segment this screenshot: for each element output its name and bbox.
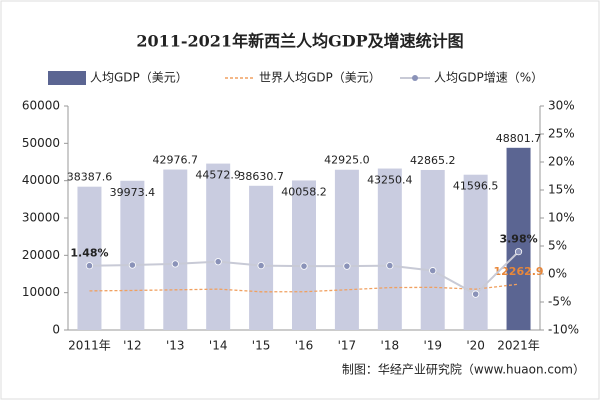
legend-label: 人均GDP（美元） xyxy=(90,71,188,85)
growth-marker xyxy=(257,261,265,270)
growth-marker xyxy=(300,262,308,270)
y-tick-label: 50000 xyxy=(22,136,60,150)
y2-tick-label: -5% xyxy=(548,295,571,309)
y2-tick-label: 10% xyxy=(548,211,575,225)
y2-tick-label: 30% xyxy=(548,99,575,113)
bar xyxy=(163,169,188,330)
x-tick-label: '18 xyxy=(381,339,400,353)
bar xyxy=(77,186,102,330)
y2-tick-label: 5% xyxy=(548,239,567,253)
bar xyxy=(292,180,316,330)
y2-tick-label: 25% xyxy=(548,127,575,141)
y2-tick-label: 15% xyxy=(548,183,575,197)
x-tick-label: '12 xyxy=(123,339,142,353)
x-tick-label: '19 xyxy=(423,339,442,353)
growth-marker xyxy=(171,260,179,268)
x-tick-label: '14 xyxy=(209,339,228,353)
y-tick-label: 20000 xyxy=(22,248,60,262)
bar xyxy=(334,169,359,330)
growth-marker xyxy=(472,290,480,298)
legend-swatch xyxy=(412,75,418,81)
y-tick-label: 40000 xyxy=(22,173,60,187)
y-tick-label: 30000 xyxy=(22,211,60,225)
legend-label: 世界人均GDP（美元） xyxy=(259,71,381,85)
x-tick-label: '16 xyxy=(295,339,314,353)
x-tick-label: 2021年 xyxy=(497,339,540,353)
data-label: 48801.7 xyxy=(496,132,542,145)
y2-tick-label: 0% xyxy=(548,267,567,281)
y-tick-label: 0 xyxy=(52,323,60,337)
data-label: 41596.5 xyxy=(453,180,499,193)
bar xyxy=(206,163,231,330)
growth-marker xyxy=(514,248,523,256)
source: 制图：华经产业研究院（www.huaon.com） xyxy=(342,362,585,377)
y2-tick-label: -10% xyxy=(548,323,579,337)
chart-title: 2011-2021年新西兰人均GDP及增速统计图 xyxy=(136,32,463,51)
bar xyxy=(420,169,445,330)
growth-marker xyxy=(214,258,222,266)
world-line xyxy=(89,283,519,293)
data-label: 38630.7 xyxy=(238,170,284,183)
growth-marker xyxy=(343,262,351,270)
legend-swatch xyxy=(48,71,86,85)
data-label: 42976.7 xyxy=(153,154,199,167)
data-label: 12262.9 xyxy=(493,265,543,278)
growth-marker xyxy=(386,261,394,270)
data-label: 42925.0 xyxy=(324,154,370,167)
growth-marker xyxy=(429,267,437,275)
growth-marker xyxy=(85,262,94,270)
bar xyxy=(249,185,274,330)
bar xyxy=(463,174,488,330)
data-label: 39973.4 xyxy=(110,186,156,199)
y-tick-label: 10000 xyxy=(22,285,60,299)
x-tick-label: '15 xyxy=(252,339,271,353)
x-tick-label: '17 xyxy=(338,339,357,353)
bar xyxy=(377,168,402,330)
data-label: 38387.6 xyxy=(67,171,113,184)
growth-marker xyxy=(128,261,136,269)
data-label: 44572.9 xyxy=(195,169,241,182)
data-label: 40058.2 xyxy=(281,185,327,198)
x-tick-label: '20 xyxy=(466,339,485,353)
data-label: 43250.4 xyxy=(367,174,413,187)
bar xyxy=(120,180,145,330)
data-label: 3.98% xyxy=(499,233,537,246)
data-label: 1.48% xyxy=(70,247,108,260)
x-tick-label: '13 xyxy=(166,339,185,353)
x-tick-label: 2011年 xyxy=(68,339,111,353)
bar xyxy=(506,147,531,330)
data-label: 42865.2 xyxy=(410,154,456,167)
legend-label: 人均GDP增速（%） xyxy=(434,71,543,85)
y-tick-label: 60000 xyxy=(22,99,60,113)
y2-tick-label: 20% xyxy=(548,155,575,169)
